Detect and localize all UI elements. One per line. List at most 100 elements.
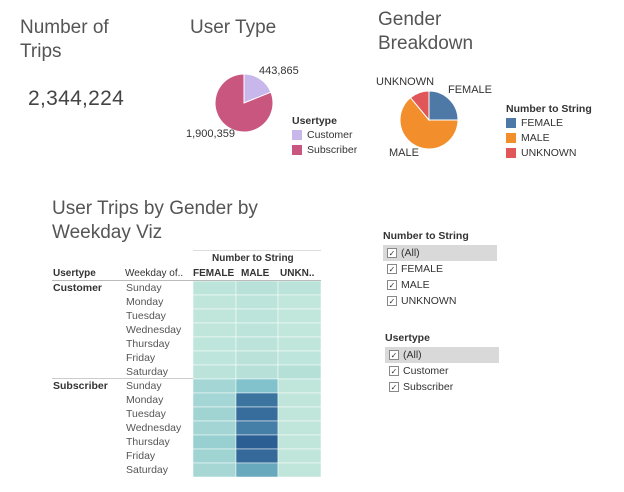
heatmap-cell[interactable] — [193, 281, 237, 296]
col-header-male: MALE — [241, 268, 270, 279]
legend-item-subscriber[interactable]: Subscriber — [292, 142, 357, 157]
option-label: Customer — [403, 365, 449, 377]
col-header-weekday[interactable]: Weekday of.. — [125, 268, 184, 279]
checkbox-checked-icon[interactable]: ✓ — [389, 350, 399, 360]
heatmap-cell[interactable] — [235, 281, 279, 296]
usertype-filter-title: Usertype — [385, 332, 430, 344]
option-label: UNKNOWN — [401, 295, 457, 307]
heatmap-cell[interactable] — [277, 406, 321, 422]
user-type-pie[interactable] — [205, 66, 285, 141]
col-header-female: FEMALE — [193, 268, 235, 279]
heatmap-cell[interactable] — [193, 322, 237, 338]
heatmap-title-line1: User Trips by Gender by — [52, 198, 258, 219]
heatmap-cell[interactable] — [235, 322, 279, 338]
legend-item-male[interactable]: MALE — [506, 130, 592, 145]
day-label: Saturday — [126, 464, 169, 476]
day-label: Wednesday — [126, 422, 182, 434]
customer-day-labels: Sunday Monday Tuesday Wednesday Thursday… — [126, 281, 181, 379]
heatmap-cell[interactable] — [235, 308, 279, 324]
legend-label: FEMALE — [521, 116, 564, 129]
gender-filter-option-female[interactable]: ✓ FEMALE — [383, 261, 497, 277]
checkbox-checked-icon[interactable]: ✓ — [387, 248, 397, 258]
heatmap-cell[interactable] — [277, 392, 321, 408]
kpi-value: 2,344,224 — [28, 87, 125, 110]
heatmap-cell[interactable] — [277, 420, 321, 436]
heatmap-cell[interactable] — [193, 462, 237, 478]
heatmap-cell[interactable] — [235, 350, 279, 366]
gender-filter-option-all[interactable]: ✓ (All) — [383, 245, 497, 261]
heatmap-cell[interactable] — [277, 350, 321, 366]
checkbox-checked-icon[interactable]: ✓ — [387, 280, 397, 290]
heatmap-cell[interactable] — [193, 420, 237, 436]
heatmap-cell[interactable] — [277, 462, 321, 478]
checkbox-checked-icon[interactable]: ✓ — [387, 264, 397, 274]
heatmap-cell[interactable] — [193, 308, 237, 324]
day-label: Wednesday — [126, 324, 182, 336]
pie-slice-subscriber[interactable] — [214, 73, 274, 133]
heatmap-cell[interactable] — [277, 322, 321, 338]
kpi-title: Number of Trips — [20, 16, 109, 64]
heatmap-cell[interactable] — [193, 364, 237, 380]
legend-item-female[interactable]: FEMALE — [506, 115, 592, 130]
heatmap-cell[interactable] — [193, 434, 237, 450]
heatmap-cell[interactable] — [277, 378, 321, 394]
day-label: Monday — [126, 296, 164, 308]
heatmap-cell[interactable] — [277, 448, 321, 464]
heatmap-cell[interactable] — [193, 294, 237, 310]
heatmap-cell[interactable] — [235, 364, 279, 380]
pie-slice-female[interactable] — [428, 90, 459, 121]
heatmap-cell[interactable] — [235, 420, 279, 436]
heatmap-cell[interactable] — [193, 392, 237, 408]
gender-filter: Number to String ✓ (All) ✓ FEMALE ✓ MALE… — [383, 230, 497, 309]
gender-legend: Number to String FEMALE MALE UNKNOWN — [506, 103, 592, 160]
day-label: Tuesday — [126, 408, 166, 420]
option-label: MALE — [401, 279, 430, 291]
heatmap-cell[interactable] — [277, 281, 321, 296]
pie-slice-male[interactable] — [399, 96, 459, 150]
heatmap-cell[interactable] — [235, 462, 279, 478]
heatmap-cell[interactable] — [277, 308, 321, 324]
heatmap-cell[interactable] — [235, 434, 279, 450]
heatmap-cell[interactable] — [277, 294, 321, 310]
gender-filter-title: Number to String — [383, 230, 469, 242]
usertype-filter-option-customer[interactable]: ✓ Customer — [385, 363, 499, 379]
checkbox-checked-icon[interactable]: ✓ — [389, 382, 399, 392]
heatmap-cell[interactable] — [235, 392, 279, 408]
usertype-filter: Usertype ✓ (All) ✓ Customer ✓ Subscriber — [385, 332, 499, 395]
heatmap-cell[interactable] — [277, 364, 321, 380]
option-label: Subscriber — [403, 381, 454, 393]
day-label: Saturday — [126, 366, 169, 378]
heatmap-cell[interactable] — [193, 448, 237, 464]
usertype-filter-option-subscriber[interactable]: ✓ Subscriber — [385, 379, 499, 395]
heatmap-cell[interactable] — [193, 406, 237, 422]
gender-pie[interactable] — [398, 83, 470, 155]
heatmap-cell[interactable] — [235, 448, 279, 464]
heatmap-cell[interactable] — [193, 350, 237, 366]
gender-filter-option-male[interactable]: ✓ MALE — [383, 277, 497, 293]
heatmap-cell[interactable] — [235, 294, 279, 310]
usertype-filter-option-all[interactable]: ✓ (All) — [385, 347, 499, 363]
legend-item-customer[interactable]: Customer — [292, 127, 357, 142]
heatmap-cell[interactable] — [193, 336, 237, 352]
heatmap-cell[interactable] — [193, 378, 237, 394]
day-label: Monday — [126, 394, 164, 406]
day-label: Sunday — [126, 282, 162, 294]
user-type-legend-title: Usertype — [292, 115, 337, 127]
legend-item-unknown[interactable]: UNKNOWN — [506, 145, 592, 160]
user-type-title: User Type — [190, 17, 277, 38]
gender-title: Gender Breakdown — [378, 8, 473, 56]
heatmap-cell[interactable] — [235, 406, 279, 422]
checkbox-checked-icon[interactable]: ✓ — [389, 366, 399, 376]
group-divider — [52, 378, 321, 379]
heatmap-cell[interactable] — [235, 336, 279, 352]
gender-filter-option-unknown[interactable]: ✓ UNKNOWN — [383, 293, 497, 309]
checkbox-checked-icon[interactable]: ✓ — [387, 296, 397, 306]
heatmap-grid[interactable] — [193, 281, 321, 480]
heatmap-cell[interactable] — [277, 336, 321, 352]
heatmap-cell[interactable] — [277, 434, 321, 450]
pie-slice-unknown[interactable] — [409, 90, 430, 122]
legend-swatch — [506, 147, 516, 158]
col-header-unknown: UNKN.. — [280, 268, 315, 279]
kpi-title-line1: Number of — [20, 17, 109, 38]
heatmap-cell[interactable] — [235, 378, 279, 394]
